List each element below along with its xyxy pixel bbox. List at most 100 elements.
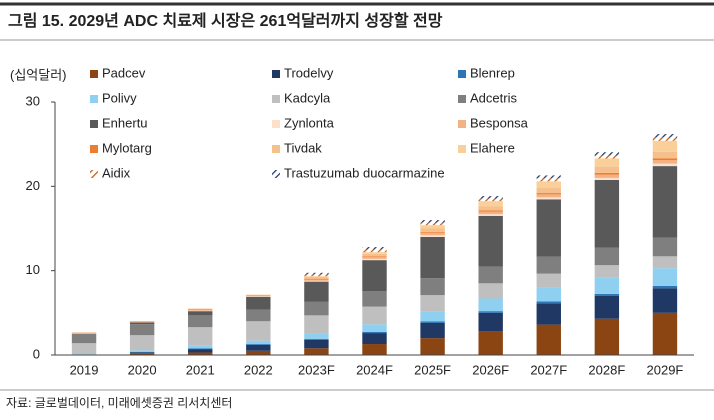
legend-swatch [90, 170, 98, 178]
legend-swatch [272, 170, 280, 178]
bar-segment [594, 174, 620, 178]
bar-segment [652, 163, 678, 167]
bar-segment [594, 155, 620, 159]
bar-segment [188, 348, 213, 350]
bar-segment [478, 206, 503, 211]
bar-segment [594, 177, 620, 181]
bar-segment [362, 331, 387, 334]
bar-segment [536, 175, 561, 179]
legend-label: Enhertu [102, 115, 148, 130]
bar-segment [478, 311, 503, 313]
bar-segment [536, 303, 561, 325]
bar-segment [188, 345, 213, 349]
bar-segment [652, 151, 678, 159]
bar-segment [129, 322, 155, 325]
legend-label: Trastuzumab duocarmazine [284, 165, 445, 180]
bar-segment [536, 188, 561, 194]
bar-segment [594, 293, 620, 296]
bar-segment [129, 350, 155, 353]
legend-label: Besponsa [470, 115, 529, 130]
bar-segment [304, 278, 329, 280]
bar-segment [304, 333, 329, 339]
bar-segment [304, 348, 329, 355]
bar-segment [362, 306, 387, 325]
bar-segment [478, 196, 503, 199]
bar-segment [246, 344, 271, 351]
bar-segment [652, 160, 678, 164]
bar-segment [188, 349, 213, 353]
bar-segment [71, 343, 97, 355]
bar-segment [420, 311, 445, 322]
bar-segment [652, 140, 678, 152]
bar-segment [129, 335, 155, 351]
bar-segment [594, 180, 620, 248]
legend-label: Padcev [102, 65, 146, 80]
bar-segment [478, 211, 503, 215]
x-tick-label: 2024F [356, 362, 393, 377]
bar-segment [304, 315, 329, 334]
bar-segment [536, 199, 561, 257]
bar-segment [652, 166, 678, 238]
legend-label: Adcetris [470, 90, 517, 105]
bar-segment [536, 181, 561, 189]
legend-swatch [458, 120, 466, 128]
bar-segment [362, 252, 387, 254]
bar-segment [362, 257, 387, 259]
bar-segment [420, 338, 445, 355]
bar-segment [536, 194, 561, 198]
bar-segment [594, 295, 620, 319]
bar-segment [71, 333, 97, 334]
bar-segment [594, 265, 620, 278]
bar-segment [652, 288, 678, 313]
bar-segment [188, 327, 213, 346]
x-tick-label: 2021 [186, 362, 215, 377]
bar-segment [594, 277, 620, 294]
bar-segment [652, 237, 678, 257]
bar-segment [362, 247, 387, 250]
legend-swatch [90, 120, 98, 128]
bar-segment [652, 285, 678, 289]
bar-segment [536, 287, 561, 302]
bar-segment [188, 352, 213, 355]
x-tick-label: 2028F [588, 362, 625, 377]
bar-segment [188, 315, 213, 328]
bar-segment [652, 312, 678, 355]
bar-segment [362, 333, 387, 345]
bar-segment [304, 276, 329, 279]
bar-segment [594, 247, 620, 266]
bar-segment [304, 272, 329, 275]
bar-segment [420, 322, 445, 339]
bar-segment [478, 331, 503, 355]
x-tick-label: 2020 [128, 362, 157, 377]
bar-segment [246, 344, 271, 345]
bar-segment [362, 344, 387, 355]
x-tick-label: 2026F [472, 362, 509, 377]
y-axis-label: (십억달러) [10, 67, 67, 82]
legend-swatch [272, 70, 280, 78]
y-tick-label: 10 [26, 262, 40, 277]
bar-segment [478, 215, 503, 267]
bar-segment [594, 166, 620, 173]
x-tick-label: 2022 [244, 362, 273, 377]
bar-segment [652, 134, 678, 138]
legend-swatch [90, 70, 98, 78]
bar-segment [362, 260, 387, 292]
chart-title: 그림 15. 2029년 ADC 치료제 시장은 261억달러까지 성장할 전망 [8, 11, 443, 30]
bar-segment [478, 298, 503, 312]
bar-segment [188, 311, 213, 316]
legend-label: Aidix [102, 165, 131, 180]
x-tick-label: 2025F [414, 362, 451, 377]
bar-segment [71, 333, 97, 344]
bar-segment [246, 321, 271, 341]
bar-segment [652, 158, 678, 161]
legend-label: Tivdak [284, 140, 322, 155]
bar-segment [536, 256, 561, 274]
bar-segment [246, 296, 271, 310]
legend-swatch [272, 145, 280, 153]
x-tick-label: 2029F [647, 362, 684, 377]
bar-segment [129, 353, 155, 355]
bar-segment [362, 253, 387, 257]
bar-segment [478, 201, 503, 207]
bar-segment [478, 312, 503, 332]
legend-swatch [90, 145, 98, 153]
